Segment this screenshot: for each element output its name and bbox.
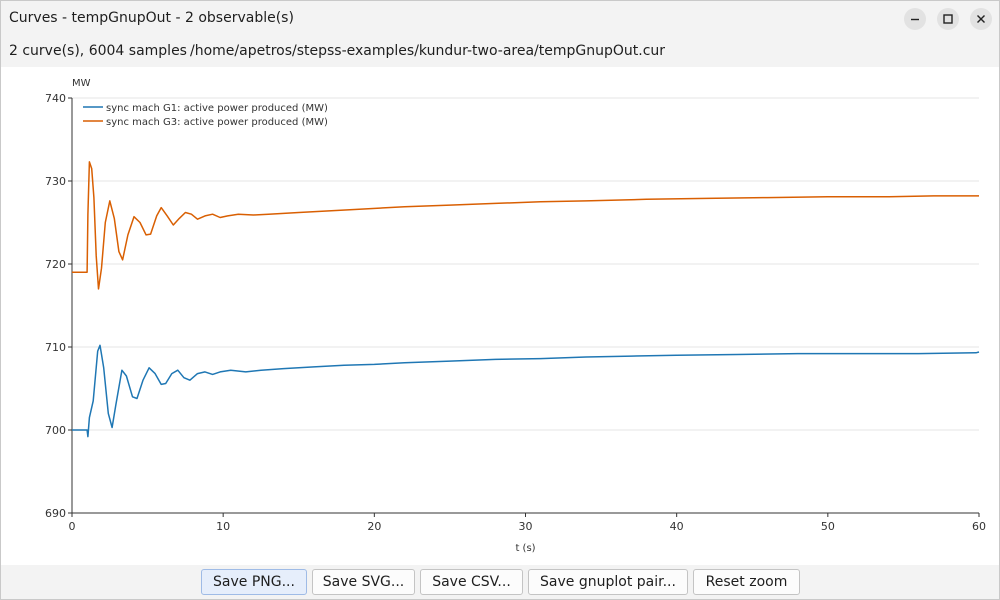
- x-tick-label: 20: [367, 520, 381, 533]
- close-button[interactable]: [970, 8, 992, 30]
- reset-zoom-button[interactable]: Reset zoom: [693, 569, 800, 595]
- x-tick-label: 0: [69, 520, 76, 533]
- legend-label: sync mach G1: active power produced (MW): [106, 103, 328, 114]
- y-tick-label: 690: [45, 507, 66, 520]
- chart[interactable]: 690 700 710 720 730 740 0 10 20 30 40 50 60 MW t (s) s…: [1, 67, 999, 565]
- info-bar: 2 curve(s), 6004 samples /home/apetros/s…: [1, 37, 999, 67]
- file-path-label: /home/apetros/stepss-examples/kundur-two…: [190, 43, 666, 59]
- y-tick-label: 730: [45, 175, 66, 188]
- series-lines: [72, 161, 980, 438]
- x-tick-label: 60: [972, 520, 986, 533]
- legend-label: sync mach G3: active power produced (MW): [106, 117, 328, 128]
- y-axis-label: MW: [72, 78, 91, 89]
- save-svg-button[interactable]: Save SVG...: [312, 569, 415, 595]
- legend: sync mach G1: active power produced (MW)…: [83, 103, 328, 128]
- maximize-button[interactable]: [937, 8, 959, 30]
- title-bar[interactable]: Curves - tempGnupOut - 2 observable(s): [1, 1, 999, 37]
- plot-area[interactable]: 690 700 710 720 730 740 0 10 20 30 40 50 60 MW t (s) s…: [1, 67, 999, 565]
- x-axis-label: t (s): [515, 543, 535, 554]
- close-icon: [977, 15, 985, 23]
- save-csv-button[interactable]: Save CSV...: [420, 569, 523, 595]
- series-line-2: [72, 161, 979, 290]
- series-line-1: [72, 344, 980, 438]
- button-bar: Save PNG... Save SVG... Save CSV... Save…: [1, 565, 999, 599]
- window-title: Curves - tempGnupOut - 2 observable(s): [9, 10, 294, 26]
- x-tick-label: 40: [670, 520, 684, 533]
- minimize-icon: [911, 18, 919, 21]
- x-tick-label: 10: [216, 520, 230, 533]
- y-tick-label: 700: [45, 424, 66, 437]
- save-gnuplot-button[interactable]: Save gnuplot pair...: [528, 569, 688, 595]
- x-tick-label: 30: [519, 520, 533, 533]
- save-png-button[interactable]: Save PNG...: [201, 569, 307, 595]
- y-tick-label: 740: [45, 92, 66, 105]
- y-tick-label: 710: [45, 341, 66, 354]
- axes: 690 700 710 720 730 740 0 10 20 30 40 50 60 MW t (s): [45, 78, 986, 554]
- grid-lines: [72, 97, 979, 431]
- maximize-icon: [943, 14, 953, 24]
- y-tick-label: 720: [45, 258, 66, 271]
- curve-count-label: 2 curve(s), 6004 samples: [9, 43, 187, 59]
- minimize-button[interactable]: [904, 8, 926, 30]
- x-tick-label: 50: [821, 520, 835, 533]
